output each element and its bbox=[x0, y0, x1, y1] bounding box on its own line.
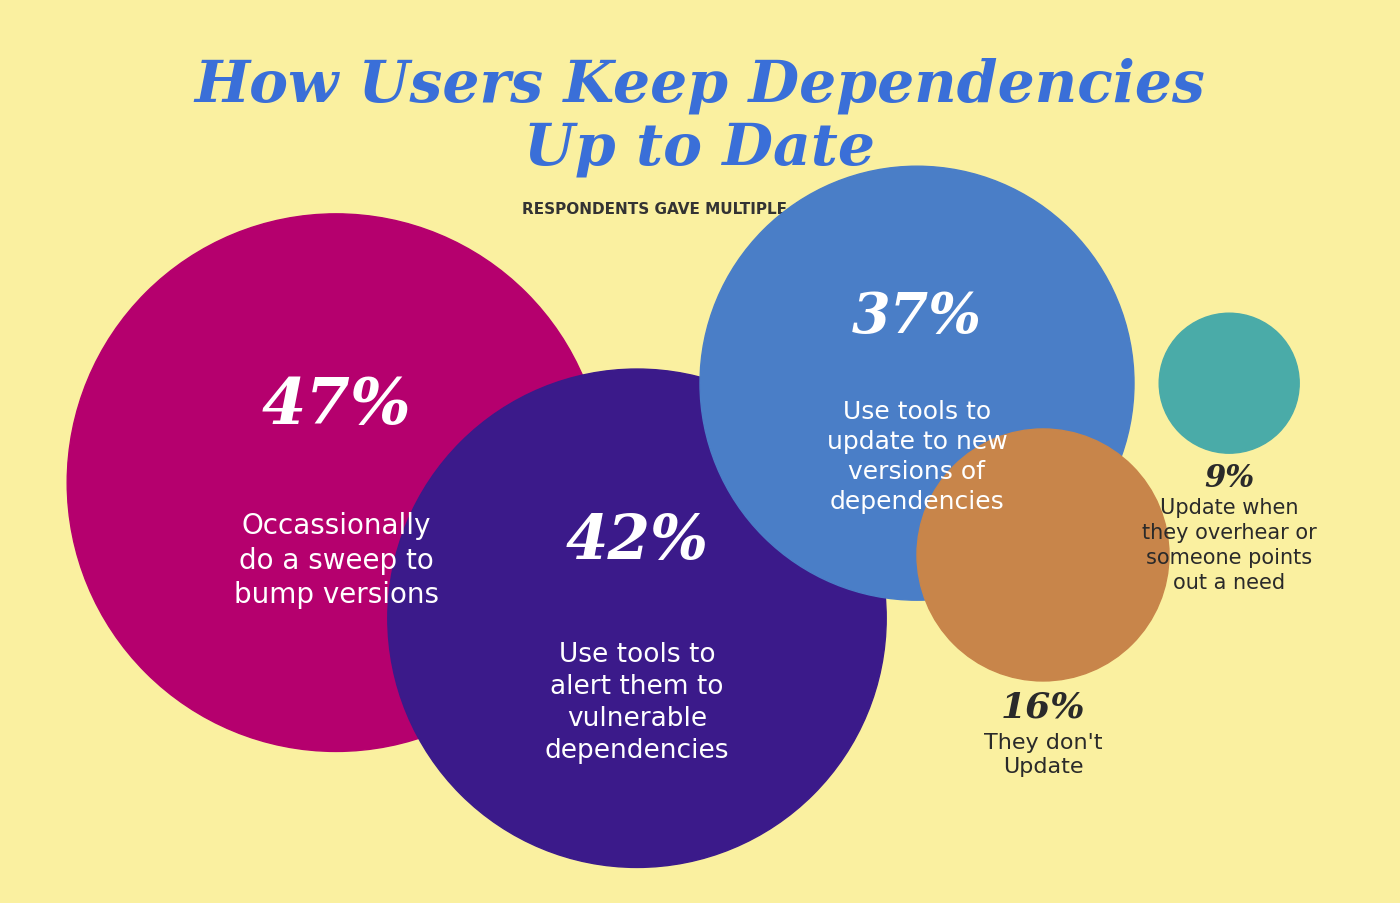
Text: How Users Keep Dependencies: How Users Keep Dependencies bbox=[195, 58, 1205, 114]
Ellipse shape bbox=[917, 430, 1169, 681]
Text: They don't
Update: They don't Update bbox=[984, 731, 1102, 777]
Text: Use tools to
update to new
versions of
dependencies: Use tools to update to new versions of d… bbox=[826, 400, 1008, 513]
Text: Occassionally
do a sweep to
bump versions: Occassionally do a sweep to bump version… bbox=[234, 511, 438, 609]
Text: 9%: 9% bbox=[1204, 462, 1254, 494]
Text: Update when
they overhear or
someone points
out a need: Update when they overhear or someone poi… bbox=[1142, 498, 1316, 592]
Text: RESPONDENTS GAVE MULTIPLE ANSWERS: RESPONDENTS GAVE MULTIPLE ANSWERS bbox=[522, 202, 878, 217]
Text: 47%: 47% bbox=[262, 376, 410, 437]
Text: 42%: 42% bbox=[566, 512, 708, 572]
Text: Use tools to
alert them to
vulnerable
dependencies: Use tools to alert them to vulnerable de… bbox=[545, 641, 729, 763]
Ellipse shape bbox=[700, 167, 1134, 600]
Ellipse shape bbox=[1159, 314, 1299, 453]
Text: Up to Date: Up to Date bbox=[525, 121, 875, 177]
Ellipse shape bbox=[67, 215, 605, 751]
Ellipse shape bbox=[388, 369, 886, 868]
Text: 16%: 16% bbox=[1001, 690, 1085, 724]
Text: 37%: 37% bbox=[853, 289, 981, 344]
